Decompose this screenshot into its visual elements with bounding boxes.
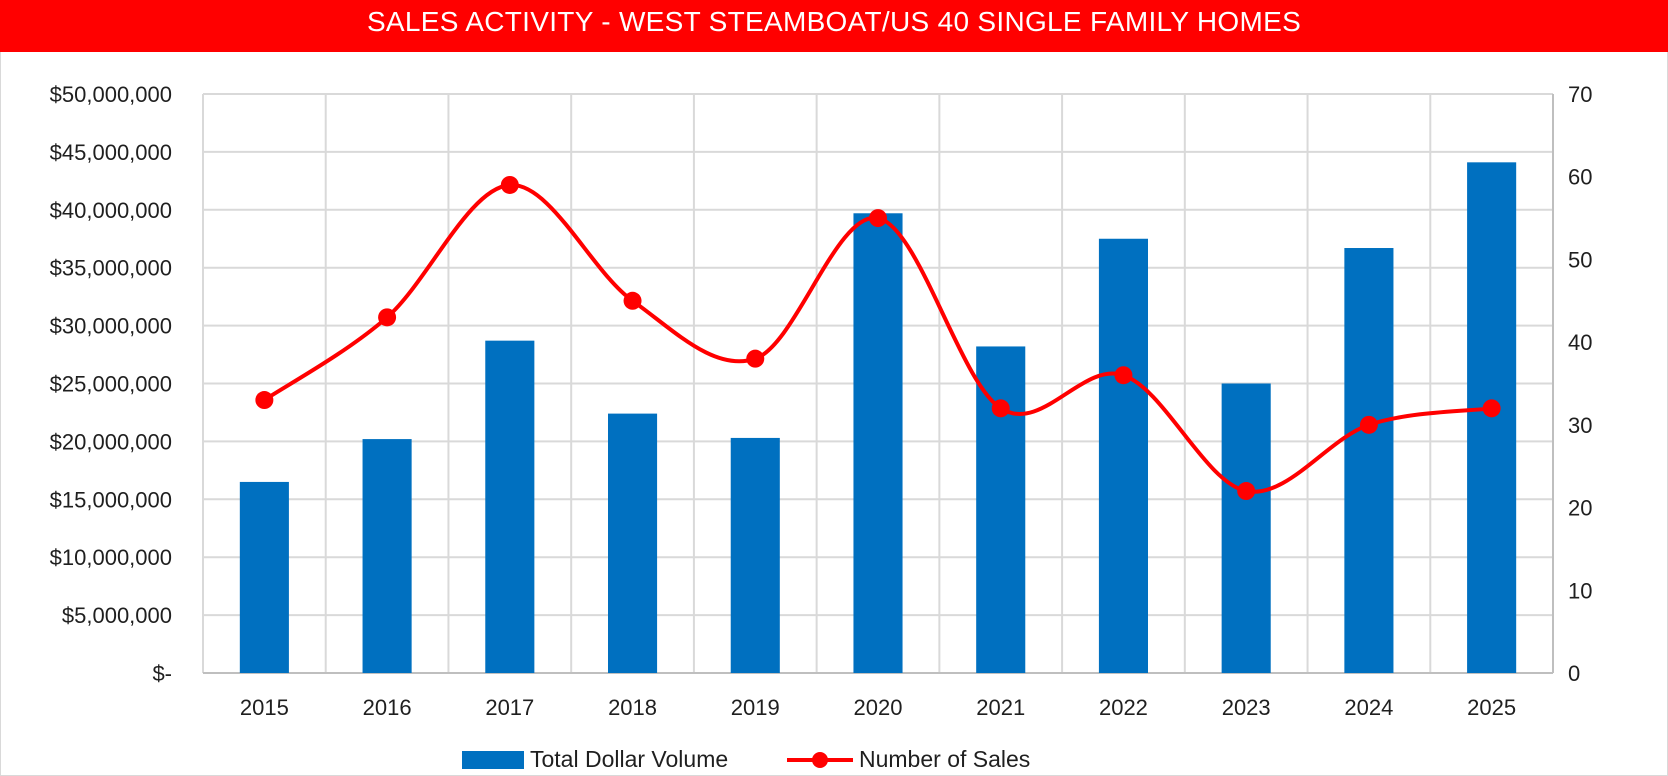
- right-axis-tick-label: 40: [1568, 330, 1592, 355]
- x-axis-tick-label: 2019: [731, 695, 780, 720]
- bar-series-total-dollar-volume: [239, 162, 1517, 674]
- bar-2021: [976, 346, 1026, 673]
- left-axis-tick-label: $45,000,000: [50, 140, 172, 165]
- right-axis-tick-label: 50: [1568, 247, 1592, 272]
- left-axis-tick-label: $20,000,000: [50, 429, 172, 454]
- sales-count-point-2020: [869, 209, 887, 228]
- left-axis-tick-labels: $- $5,000,000 $10,000,000 $15,000,000 $20,00…: [50, 82, 172, 686]
- bar-2025: [1467, 162, 1517, 673]
- legend-label-total-dollar-volume: Total Dollar Volume: [530, 746, 728, 772]
- sales-count-point-2016: [378, 308, 397, 327]
- right-axis-tick-label: 0: [1568, 661, 1580, 686]
- left-axis-tick-label: $5,000,000: [62, 603, 172, 628]
- chart-title: SALES ACTIVITY - WEST STEAMBOAT/US 40 SI…: [0, 0, 1668, 52]
- x-axis-tick-label: 2023: [1222, 695, 1271, 720]
- bar-2019: [730, 437, 780, 673]
- sales-count-point-2017: [500, 175, 519, 194]
- bar-2016: [362, 439, 412, 673]
- x-axis-tick-label: 2017: [485, 695, 534, 720]
- line-series-number-of-sales: [255, 175, 1501, 501]
- left-axis-tick-label: $15,000,000: [50, 487, 172, 512]
- left-axis-tick-label: $35,000,000: [50, 256, 172, 281]
- x-axis-tick-label: 2018: [608, 695, 657, 720]
- sales-count-point-2022: [1114, 366, 1133, 385]
- x-axis-tick-label: 2025: [1467, 695, 1516, 720]
- x-axis-tick-label: 2015: [240, 695, 289, 720]
- left-axis-tick-label: $50,000,000: [50, 82, 172, 107]
- left-axis-tick-label: $40,000,000: [50, 198, 172, 223]
- legend-swatch-marker: [812, 752, 828, 768]
- sales-count-point-2021: [991, 399, 1010, 418]
- right-axis-tick-labels: 0 10 20 30 40 50 60 70: [1568, 82, 1592, 686]
- right-axis-tick-label: 30: [1568, 413, 1592, 438]
- x-axis-tick-label: 2020: [854, 695, 903, 720]
- sales-count-point-2019: [746, 349, 765, 368]
- left-axis-tick-label: $10,000,000: [50, 545, 172, 570]
- x-axis-tick-label: 2016: [363, 695, 412, 720]
- sales-count-point-2018: [623, 291, 642, 310]
- right-axis-tick-label: 60: [1568, 165, 1592, 190]
- bar-2022: [1098, 238, 1148, 673]
- legend-label-number-of-sales: Number of Sales: [859, 746, 1030, 772]
- sales-count-point-2015: [255, 391, 274, 410]
- bar-2015: [239, 481, 289, 673]
- sales-count-point-2025: [1482, 399, 1501, 418]
- bar-2024: [1344, 248, 1394, 673]
- sales-count-point-2023: [1237, 482, 1256, 501]
- right-axis-tick-label: 70: [1568, 82, 1592, 107]
- right-axis-tick-label: 10: [1568, 578, 1592, 603]
- left-axis-tick-label: $30,000,000: [50, 314, 172, 339]
- left-axis-tick-label: $25,000,000: [50, 372, 172, 397]
- left-axis-tick-label: $-: [152, 661, 172, 686]
- x-axis-tick-labels: 2015 2016 2017 2018 2019 2020 2021 2022 2023 2024…: [240, 695, 1516, 720]
- bar-2023: [1221, 383, 1271, 673]
- sales-count-point-2024: [1359, 415, 1378, 434]
- bar-2017: [485, 340, 535, 673]
- x-axis-tick-label: 2022: [1099, 695, 1148, 720]
- right-axis-tick-label: 20: [1568, 496, 1592, 521]
- legend-swatch-bar: [462, 751, 524, 769]
- bar-2018: [608, 413, 658, 673]
- x-axis-tick-label: 2024: [1344, 695, 1393, 720]
- bar-2020: [853, 213, 903, 674]
- legend: Total Dollar Volume Number of Sales: [462, 746, 1030, 772]
- x-axis-tick-label: 2021: [976, 695, 1025, 720]
